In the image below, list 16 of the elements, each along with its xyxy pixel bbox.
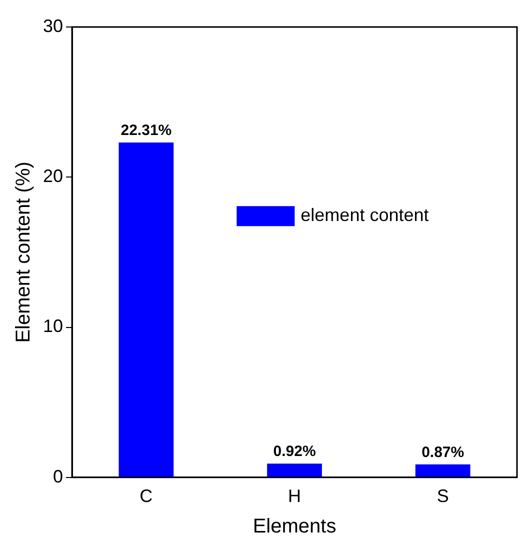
x-axis-title: Elements <box>252 516 336 538</box>
y-tick-label: 30 <box>42 16 64 36</box>
x-tick-label: C <box>140 486 153 506</box>
bar <box>415 464 470 477</box>
data-label: 0.87% <box>422 444 464 461</box>
y-axis-title: Element content (%) <box>12 162 35 343</box>
x-tick-label: S <box>436 486 449 506</box>
data-label: 0.92% <box>273 443 316 460</box>
y-tick-label: 0 <box>53 466 64 486</box>
data-label: 22.31% <box>120 122 172 140</box>
bar <box>267 464 322 477</box>
legend-label: element content <box>300 205 429 226</box>
bar <box>118 142 174 477</box>
x-tick-label: H <box>288 486 302 506</box>
y-tick-label: 10 <box>42 316 64 336</box>
y-tick-label: 20 <box>42 166 64 186</box>
